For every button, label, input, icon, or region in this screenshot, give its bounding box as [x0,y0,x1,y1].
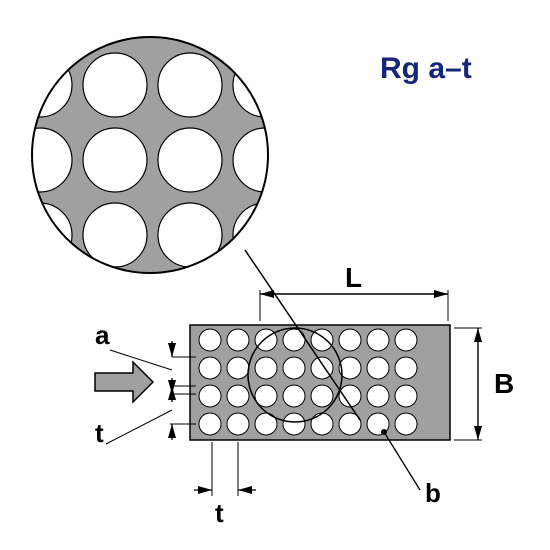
plate-hole [227,329,249,351]
plate-hole [255,357,277,379]
plate-hole [283,357,305,379]
plate-hole [283,329,305,351]
plate-hole [227,413,249,435]
plate-hole [395,357,417,379]
plate-hole [283,413,305,435]
plate-hole [367,357,389,379]
dimension-label: t [215,498,224,529]
dimension-label: L [345,262,362,294]
dimension-label: B [494,368,514,400]
plate-hole [199,413,221,435]
plate-hole [199,329,221,351]
plate-hole [367,329,389,351]
magnifier-view [8,32,297,278]
plate-hole [395,413,417,435]
plate-hole [395,329,417,351]
magnifier-hole [233,203,297,267]
diagram-title: Rg a–t [380,52,472,86]
dimension-label: a [95,320,109,351]
plate-hole [199,357,221,379]
dimension-label: t [95,418,104,449]
plate-hole [283,385,305,407]
plate-hole [367,385,389,407]
plate-hole [339,385,361,407]
magnifier-hole [158,128,222,192]
magnifier-hole [83,128,147,192]
plate-hole [311,385,333,407]
magnifier-hole [8,128,72,192]
plate-hole [339,329,361,351]
magnifier-hole [158,203,222,267]
dimension-label: b [425,478,441,509]
plate-hole [227,357,249,379]
magnifier-hole [83,53,147,117]
plate-hole [227,385,249,407]
magnifier-hole [158,53,222,117]
plate-hole [199,385,221,407]
direction-arrow-icon [95,362,153,402]
magnifier-hole [8,53,72,117]
plate-hole [395,385,417,407]
magnifier-hole [233,53,297,117]
plate-hole [311,413,333,435]
